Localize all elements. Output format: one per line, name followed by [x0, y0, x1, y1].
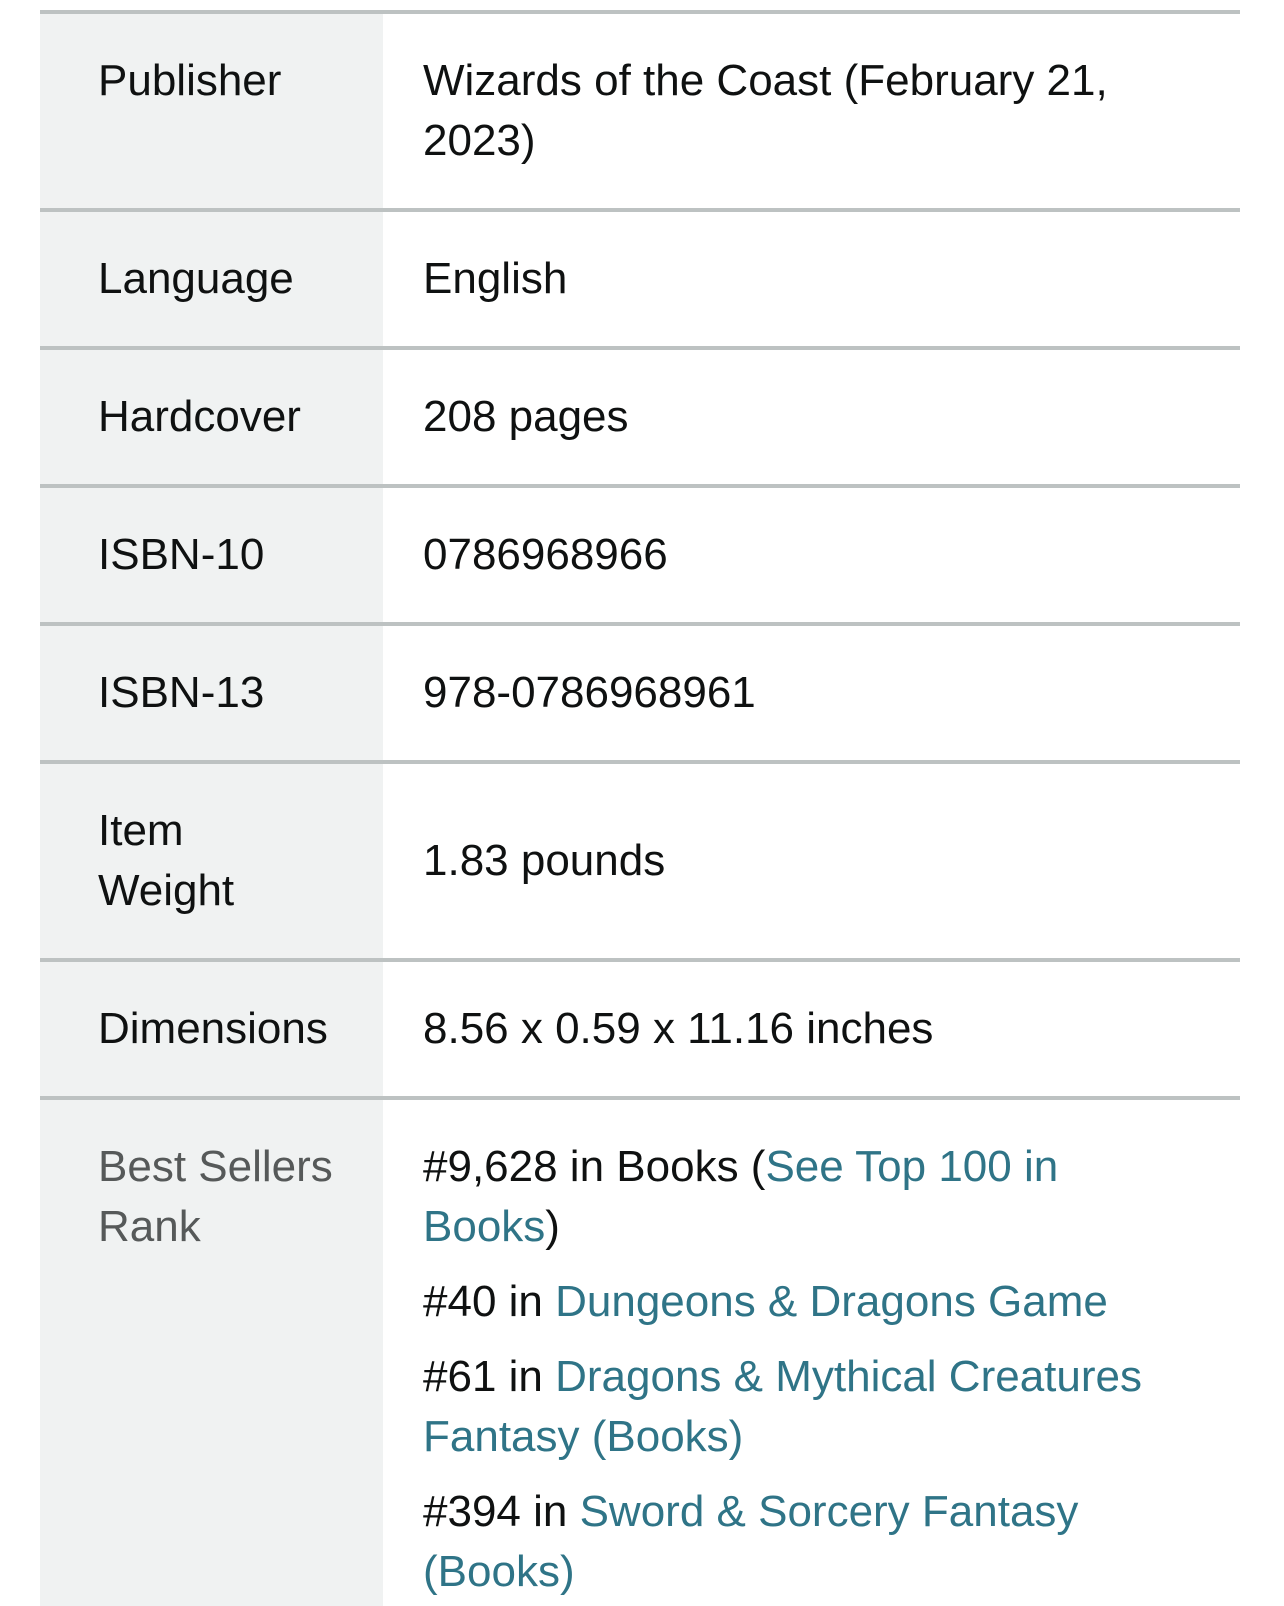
- rank-text: #61 in: [423, 1352, 556, 1401]
- detail-label-hardcover: Hardcover: [40, 346, 383, 486]
- detail-label-text: Best Sellers Rank: [98, 1142, 333, 1251]
- table-row-best-sellers-rank: Best Sellers Rank #9,628 in Books (See T…: [40, 1096, 1240, 1606]
- rank-item-dungeons-dragons-game: #40 in Dungeons & Dragons Game: [423, 1272, 1210, 1332]
- detail-value-language: English: [383, 208, 1240, 348]
- detail-value-text: 8.56 x 0.59 x 11.16 inches: [423, 1004, 934, 1053]
- rank-text: #9,628 in Books (: [423, 1142, 766, 1191]
- rank-text: #40 in: [423, 1277, 556, 1326]
- detail-value-best-sellers-rank: #9,628 in Books (See Top 100 in Books) #…: [383, 1096, 1240, 1606]
- detail-label-publisher: Publisher: [40, 10, 383, 210]
- detail-label-best-sellers-rank: Best Sellers Rank: [40, 1096, 383, 1606]
- table-row-publisher: Publisher Wizards of the Coast (February…: [40, 10, 1240, 210]
- detail-label-text: ISBN-13: [98, 668, 265, 717]
- rank-item-dragons-mythical-creatures: #61 in Dragons & Mythical Creatures Fant…: [423, 1347, 1210, 1467]
- rank-item-sword-sorcery-fantasy: #394 in Sword & Sorcery Fantasy (Books): [423, 1482, 1210, 1602]
- detail-value-hardcover: 208 pages: [383, 346, 1240, 486]
- detail-value-isbn13: 978-0786968961: [383, 622, 1240, 762]
- detail-label-isbn13: ISBN-13: [40, 622, 383, 762]
- sword-sorcery-fantasy-link[interactable]: Sword & Sorcery Fantasy (Books): [423, 1487, 1079, 1596]
- detail-value-text: English: [423, 254, 568, 303]
- detail-label-text: Hardcover: [98, 392, 301, 441]
- table-row-hardcover: Hardcover 208 pages: [40, 346, 1240, 486]
- table-row-language: Language English: [40, 208, 1240, 348]
- detail-label-isbn10: ISBN-10: [40, 484, 383, 624]
- detail-value-isbn10: 0786968966: [383, 484, 1240, 624]
- detail-label-text: Publisher: [98, 56, 282, 105]
- rank-item-books: #9,628 in Books (See Top 100 in Books): [423, 1137, 1210, 1257]
- detail-label-item-weight: Item Weight: [40, 760, 383, 960]
- detail-label-text: Item Weight: [98, 806, 235, 915]
- table-row-dimensions: Dimensions 8.56 x 0.59 x 11.16 inches: [40, 958, 1240, 1098]
- detail-label-text: ISBN-10: [98, 530, 265, 579]
- table-row-isbn10: ISBN-10 0786968966: [40, 484, 1240, 624]
- dungeons-dragons-game-link[interactable]: Dungeons & Dragons Game: [555, 1277, 1108, 1326]
- product-details-table: Publisher Wizards of the Coast (February…: [40, 10, 1240, 1606]
- table-row-isbn13: ISBN-13 978-0786968961: [40, 622, 1240, 762]
- detail-label-text: Language: [98, 254, 294, 303]
- detail-value-text: 0786968966: [423, 530, 668, 579]
- rank-text: #394 in: [423, 1487, 580, 1536]
- detail-value-publisher: Wizards of the Coast (February 21, 2023): [383, 10, 1240, 210]
- rank-text: ): [545, 1202, 560, 1251]
- detail-value-text: 1.83 pounds: [423, 836, 666, 885]
- detail-label-dimensions: Dimensions: [40, 958, 383, 1098]
- detail-value-text: 208 pages: [423, 392, 629, 441]
- detail-label-text: Dimensions: [98, 1004, 328, 1053]
- see-top-100-in-books-link[interactable]: See Top 100 in Books: [423, 1142, 1059, 1251]
- dragons-mythical-creatures-fantasy-link[interactable]: Dragons & Mythical Creatures Fantasy (Bo…: [423, 1352, 1142, 1461]
- detail-label-language: Language: [40, 208, 383, 348]
- detail-value-dimensions: 8.56 x 0.59 x 11.16 inches: [383, 958, 1240, 1098]
- detail-value-text: Wizards of the Coast (February 21, 2023): [423, 56, 1108, 165]
- table-row-item-weight: Item Weight 1.83 pounds: [40, 760, 1240, 960]
- detail-value-text: 978-0786968961: [423, 668, 756, 717]
- detail-value-item-weight: 1.83 pounds: [383, 760, 1240, 960]
